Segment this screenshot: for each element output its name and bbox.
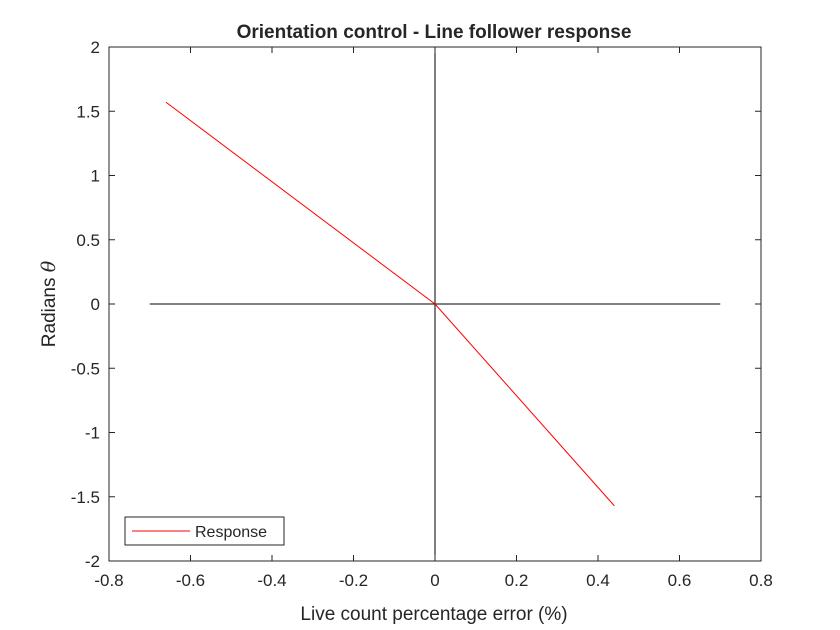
x-tick-label: 0.8 bbox=[749, 571, 773, 590]
y-tick-label: 0.5 bbox=[76, 231, 100, 250]
y-tick-label: -1.5 bbox=[71, 488, 100, 507]
y-tick-label: 1.5 bbox=[76, 102, 100, 121]
x-tick-label: 0.2 bbox=[505, 571, 529, 590]
y-axis-ticks: -2 -1.5 -1 -0.5 0 0.5 1 1.5 2 bbox=[71, 38, 761, 571]
y-tick-label: 2 bbox=[91, 38, 100, 57]
y-tick-label: -1 bbox=[85, 424, 100, 443]
y-tick-label: -2 bbox=[85, 552, 100, 571]
y-tick-label: 1 bbox=[91, 167, 100, 186]
x-tick-label: -0.6 bbox=[176, 571, 205, 590]
y-axis-label: Radians θ bbox=[38, 260, 60, 347]
chart-title: Orientation control - Line follower resp… bbox=[237, 22, 632, 43]
y-axis-label-text: Radians bbox=[39, 278, 60, 348]
legend: Response bbox=[124, 516, 285, 546]
y-axis-label-symbol: θ bbox=[38, 260, 60, 272]
x-tick-label: -0.8 bbox=[94, 571, 123, 590]
y-tick-label: 0 bbox=[91, 295, 100, 314]
series-line-response bbox=[165, 101, 615, 507]
y-tick-label: -0.5 bbox=[71, 359, 100, 378]
x-tick-label: -0.4 bbox=[257, 571, 286, 590]
legend-label: Response bbox=[195, 524, 267, 541]
x-axis-label: Live count percentage error (%) bbox=[300, 604, 567, 625]
x-tick-label: 0.6 bbox=[668, 571, 692, 590]
x-tick-label: -0.2 bbox=[339, 571, 368, 590]
x-axis-ticks: -0.8 -0.6 -0.4 -0.2 0 0.2 0.4 0.6 0.8 bbox=[94, 47, 773, 590]
x-tick-label: 0.4 bbox=[586, 571, 610, 590]
x-tick-label: 0 bbox=[430, 571, 439, 590]
series-layer bbox=[165, 101, 615, 507]
